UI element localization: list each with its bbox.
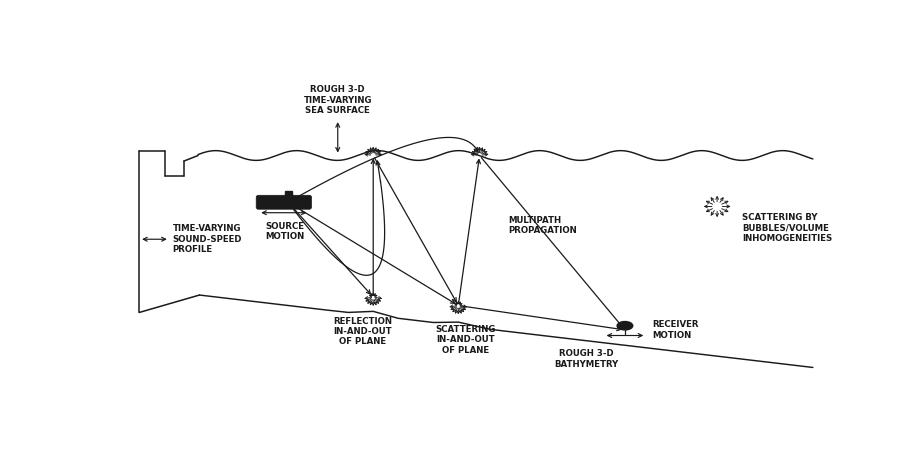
Text: TIME-VARYING
SOUND-SPEED
PROFILE: TIME-VARYING SOUND-SPEED PROFILE: [173, 224, 242, 254]
FancyBboxPatch shape: [256, 195, 311, 209]
Text: RECEIVER
MOTION: RECEIVER MOTION: [651, 320, 698, 340]
Text: ROUGH 3-D
TIME-VARYING
SEA SURFACE: ROUGH 3-D TIME-VARYING SEA SURFACE: [304, 85, 372, 115]
Bar: [285, 191, 292, 198]
Ellipse shape: [617, 322, 633, 330]
Text: SCATTERING
IN-AND-OUT
OF PLANE: SCATTERING IN-AND-OUT OF PLANE: [436, 325, 496, 355]
Text: SOURCE
MOTION: SOURCE MOTION: [265, 222, 304, 241]
Text: MULTIPATH
PROPAGATION: MULTIPATH PROPAGATION: [508, 216, 576, 235]
Text: SCATTERING BY
BUBBLES/VOLUME
INHOMOGENEITIES: SCATTERING BY BUBBLES/VOLUME INHOMOGENEI…: [742, 213, 833, 243]
Text: ROUGH 3-D
BATHYMETRY: ROUGH 3-D BATHYMETRY: [554, 349, 618, 369]
Text: REFLECTION
IN-AND-OUT
OF PLANE: REFLECTION IN-AND-OUT OF PLANE: [333, 317, 392, 347]
